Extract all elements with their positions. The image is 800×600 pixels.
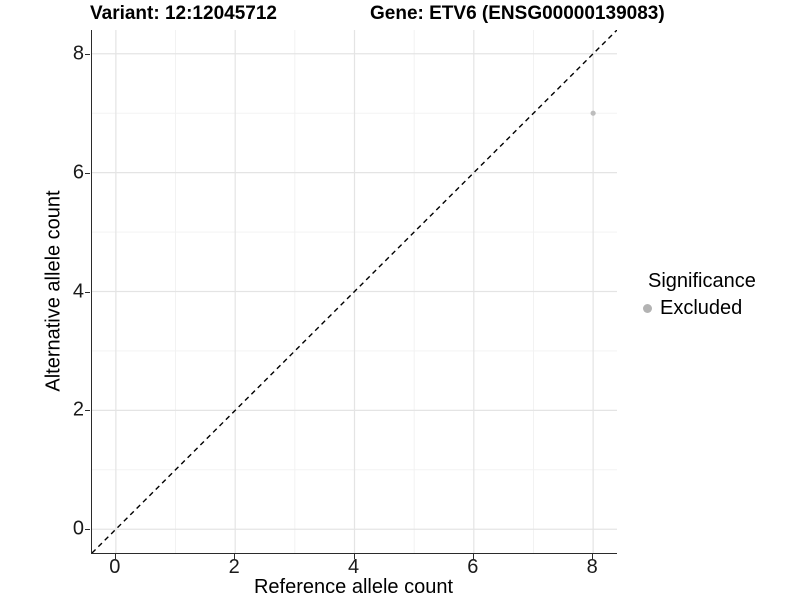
legend-items: Excluded <box>640 297 756 320</box>
gene-title: Gene: ETV6 (ENSG00000139083) <box>370 3 665 24</box>
scatter-plot <box>92 30 617 553</box>
y-tick-mark <box>85 172 90 174</box>
variant-title: Variant: 12:12045712 <box>90 3 277 24</box>
legend-key-dot-icon <box>643 304 652 313</box>
x-tick-mark <box>353 554 355 559</box>
identity-line <box>92 30 617 553</box>
legend: Significance Excluded <box>640 270 756 320</box>
y-tick-label: 4 <box>72 280 84 302</box>
data-point <box>590 110 596 116</box>
legend-item-label: Excluded <box>660 297 743 319</box>
x-tick-mark <box>114 554 116 559</box>
y-tick-label: 8 <box>72 42 84 65</box>
y-axis-title: Alternative allele count <box>42 190 65 392</box>
y-tick-mark <box>85 291 90 293</box>
y-tick-mark <box>85 529 90 531</box>
x-tick-label: 4 <box>347 556 360 578</box>
y-tick-label: 6 <box>72 161 84 184</box>
x-tick-label: 6 <box>467 556 479 578</box>
x-tick-mark <box>592 554 594 559</box>
y-tick-label: 2 <box>72 398 84 421</box>
x-tick-mark <box>472 554 474 559</box>
x-tick-label: 8 <box>586 556 598 578</box>
x-tick-label: 0 <box>109 556 121 578</box>
x-tick-label: 2 <box>228 556 240 578</box>
legend-item: Excluded <box>640 297 756 320</box>
y-tick-mark <box>85 53 90 55</box>
x-axis-title: Reference allele count <box>253 576 453 598</box>
y-tick-mark <box>85 410 90 412</box>
x-tick-mark <box>234 554 236 559</box>
y-tick-label: 0 <box>72 517 84 540</box>
legend-title: Significance <box>648 270 756 292</box>
plot-panel <box>91 30 617 554</box>
